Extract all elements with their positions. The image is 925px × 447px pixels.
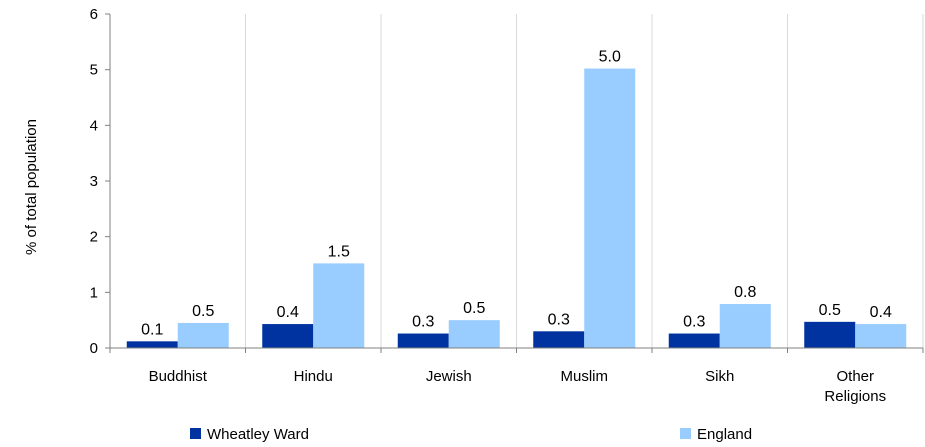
y-tick-label: 0 (90, 340, 98, 357)
data-label: 0.4 (870, 304, 892, 321)
data-label: 0.3 (548, 311, 570, 328)
x-tick-label: Sikh (705, 368, 734, 385)
y-tick-label: 2 (90, 229, 98, 246)
y-tick-label: 5 (90, 62, 98, 79)
data-label: 5.0 (599, 49, 621, 66)
data-label: 1.5 (328, 243, 350, 260)
data-label: 0.1 (141, 321, 163, 338)
y-tick-label: 6 (90, 6, 98, 23)
x-tick-label: Religions (824, 388, 886, 405)
axes-layer: 0 1 2 3 4 5 6 (90, 6, 924, 357)
bar (262, 324, 314, 348)
bar (855, 324, 907, 348)
legend-swatch (190, 428, 201, 439)
bar (668, 333, 720, 348)
data-label: 0.3 (412, 314, 434, 331)
bar (313, 263, 365, 348)
bar (126, 341, 178, 348)
y-axis-title: % of total population (23, 119, 40, 255)
data-label: 0.3 (683, 314, 705, 331)
data-label: 0.8 (734, 284, 756, 301)
bar (719, 304, 771, 348)
bar (397, 333, 449, 348)
data-label: 0.5 (463, 300, 485, 317)
bars-layer (126, 68, 907, 348)
bar (804, 321, 856, 348)
legend: Wheatley Ward England (190, 426, 752, 443)
labels-layer: 0.1 0.5 Buddhist 0.4 1.5 Hindu 0.3 0.5 Jewish 0.3… (141, 49, 892, 405)
data-label: 0.5 (192, 303, 214, 320)
bar (448, 320, 500, 348)
data-label: 0.5 (819, 302, 841, 319)
legend-label: Wheatley Ward (207, 426, 309, 443)
legend-swatch (680, 428, 691, 439)
x-tick-label: Buddhist (149, 368, 208, 385)
legend-label: England (697, 426, 752, 443)
x-tick-label: Muslim (561, 368, 609, 385)
data-label: 0.4 (277, 304, 299, 321)
x-tick-label: Hindu (294, 368, 333, 385)
y-tick-label: 3 (90, 173, 98, 190)
x-tick-label: Jewish (426, 368, 472, 385)
grid-layer (245, 14, 924, 348)
bar (177, 322, 229, 348)
y-tick-label: 4 (90, 117, 98, 134)
bar (584, 68, 636, 348)
bar (533, 331, 585, 348)
x-tick-label: Other (836, 368, 874, 385)
y-tick-label: 1 (90, 284, 98, 301)
